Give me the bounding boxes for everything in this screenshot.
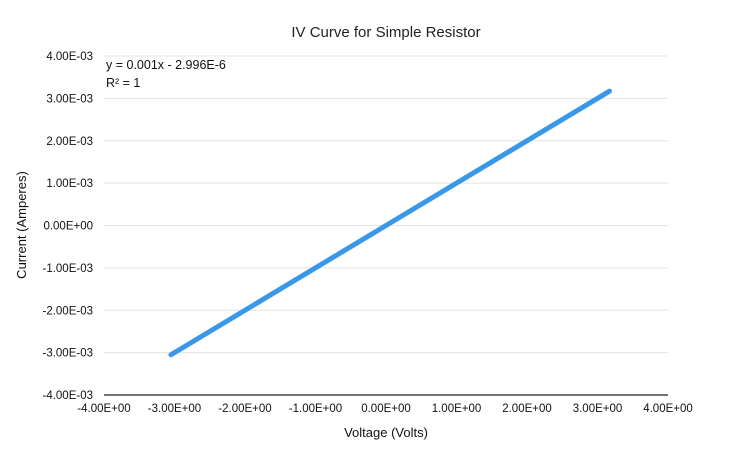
x-axis-title: Voltage (Volts) [344,425,428,440]
data-series-line [168,88,612,358]
gridlines [104,55,668,354]
x-tick-label: 0.00E+00 [361,403,411,415]
x-tick-label: 1.00E+00 [432,403,482,415]
x-tick-label: -3.00E+00 [148,403,201,415]
y-tick-label: -1.00E-03 [42,263,93,275]
y-tick-label: 3.00E-03 [46,93,93,105]
y-tick-label: 4.00E-03 [46,51,93,63]
r-squared-label: R² = 1 [106,76,140,90]
y-tick-label: -3.00E-03 [42,348,93,360]
x-tick-label: -4.00E+00 [77,403,130,415]
trendline-equation: y = 0.001x - 2.996E-6 [106,58,226,72]
y-tick-label: 1.00E-03 [46,178,93,190]
chart-title: IV Curve for Simple Resistor [291,24,480,41]
y-tick-label: -4.00E-03 [42,390,93,402]
y-axis-title: Current (Amperes) [14,171,29,279]
x-tick-label: -2.00E+00 [218,403,271,415]
x-tick-label: 2.00E+00 [502,403,552,415]
x-tick-label: -1.00E+00 [289,403,342,415]
plot-area [168,88,612,358]
y-tick-label: 2.00E-03 [46,136,93,148]
tick-labels: 4.00E-03 3.00E-03 2.00E-03 1.00E-03 0.00E+00… [42,51,692,415]
y-tick-label: -2.00E-03 [42,305,93,317]
y-tick-label: 0.00E+00 [43,221,93,233]
x-tick-label: 4.00E+00 [643,403,693,415]
x-tick-label: 3.00E+00 [573,403,623,415]
